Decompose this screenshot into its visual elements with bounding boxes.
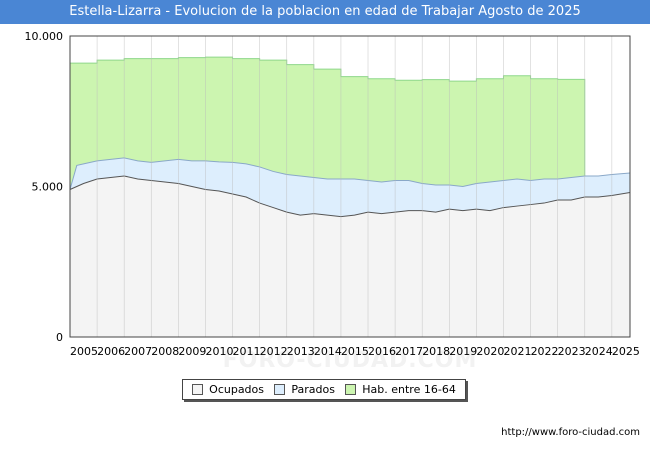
y-tick-label: 10.000 (25, 30, 64, 43)
x-tick-label: 2016 (368, 345, 396, 358)
plot-frame (69, 35, 631, 338)
legend-swatch-hab (345, 384, 357, 395)
legend-swatch-ocupados (192, 384, 204, 395)
x-tick-label: 2018 (422, 345, 450, 358)
x-tick-label: 2010 (205, 345, 233, 358)
y-tick-label: 5.000 (32, 181, 64, 194)
legend: Ocupados Parados Hab. entre 16-64 (182, 379, 466, 400)
x-tick-label: 2013 (287, 345, 315, 358)
x-tick-label: 2022 (531, 345, 559, 358)
chart-title: Estella-Lizarra - Evolucion de la poblac… (0, 0, 650, 24)
x-tick-label: 2023 (558, 345, 586, 358)
legend-swatch-parados (274, 384, 286, 395)
x-tick-label: 2014 (314, 345, 342, 358)
x-tick-label: 2017 (395, 345, 423, 358)
x-tick-label: 2025 (612, 345, 640, 358)
source-url: http://www.foro-ciudad.com (501, 427, 640, 438)
x-tick-label: 2006 (97, 345, 125, 358)
x-tick-label: 2021 (503, 345, 531, 358)
legend-label-ocupados: Ocupados (209, 383, 265, 396)
y-tick-label: 0 (56, 331, 63, 344)
series-area-ocupados (70, 175, 630, 337)
legend-label-parados: Parados (291, 383, 335, 396)
x-tick-label: 2009 (178, 345, 206, 358)
legend-label-hab: Hab. entre 16-64 (362, 383, 456, 396)
x-tick-label: 2005 (70, 345, 98, 358)
x-tick-label: 2008 (151, 345, 179, 358)
x-tick-label: 2015 (341, 345, 369, 358)
watermark-text: FORO-CIUDAD.COM (223, 348, 478, 373)
x-tick-label: 2020 (476, 345, 504, 358)
legend-item-parados: Parados (274, 383, 335, 396)
x-tick-label: 2024 (585, 345, 613, 358)
x-tick-label: 2019 (449, 345, 477, 358)
x-tick-label: 2011 (233, 345, 261, 358)
legend-item-hab: Hab. entre 16-64 (345, 383, 456, 396)
x-tick-label: 2007 (124, 345, 152, 358)
x-tick-label: 2012 (260, 345, 288, 358)
legend-item-ocupados: Ocupados (192, 383, 264, 396)
